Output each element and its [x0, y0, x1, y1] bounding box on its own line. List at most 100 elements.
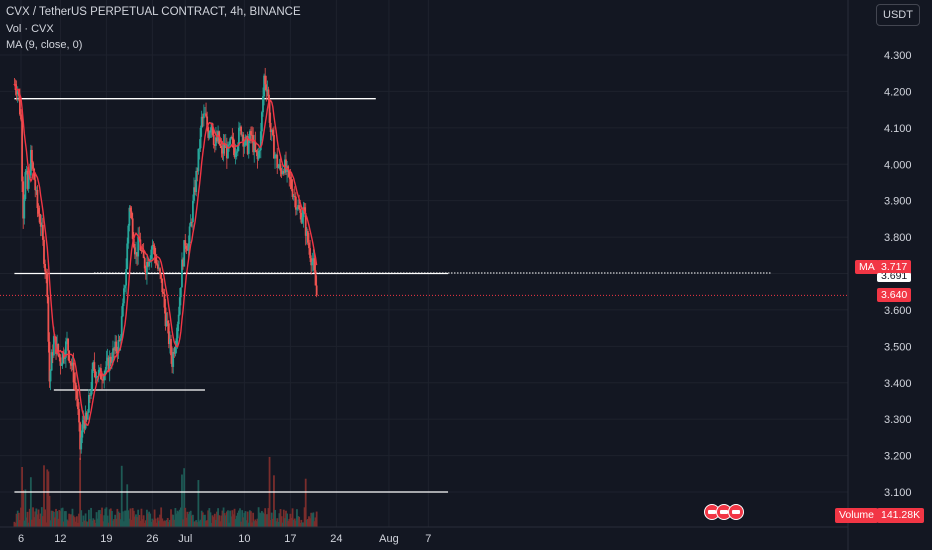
volume-bar [204, 514, 206, 527]
volume-bar [124, 510, 126, 527]
volume-value-tag: 141.28K [877, 508, 925, 523]
volume-bar [311, 513, 314, 527]
candle-body [208, 132, 211, 138]
candle-body [124, 285, 126, 289]
time-tick-label: 17 [284, 533, 296, 545]
volume-bar [83, 520, 86, 527]
volume-bar [123, 521, 125, 527]
candle-body [259, 131, 262, 151]
volume-bar [15, 513, 18, 527]
volume-bar [262, 512, 264, 527]
volume-bar [135, 514, 137, 527]
candle-body [21, 119, 23, 182]
volume-bar [229, 510, 232, 527]
candle-body [275, 154, 278, 156]
volume-bar [171, 514, 174, 527]
candle-body [152, 245, 155, 247]
candle-body [150, 249, 153, 259]
horizontal-levels[interactable] [0, 98, 848, 493]
volume-bar [133, 516, 136, 527]
candle-body [162, 292, 165, 294]
volume-bar [261, 511, 263, 527]
volume-bar [290, 517, 293, 527]
currency-button[interactable]: USDT [876, 4, 920, 26]
volume-bar [39, 513, 42, 527]
price-tick-label: 3.600 [884, 305, 912, 317]
time-tick-label: 26 [146, 533, 158, 545]
candle-body [291, 188, 294, 198]
volume-bar [254, 519, 257, 527]
ma-indicator-label[interactable]: MA (9, close, 0) [6, 39, 83, 51]
volume-bar [210, 522, 213, 527]
candle-body [196, 170, 199, 172]
candle-body [299, 208, 302, 213]
candle-body [170, 338, 172, 356]
volume-bar [283, 518, 286, 527]
volume-indicator-label[interactable]: Vol · CVX [6, 23, 54, 35]
candle-body [68, 350, 71, 362]
volume-bar [230, 516, 233, 527]
candle-body [127, 225, 130, 244]
volume-bar [211, 515, 214, 527]
candle-body [206, 116, 209, 128]
volume-bar [156, 517, 159, 527]
candle-body [257, 150, 260, 160]
candle-body [50, 352, 53, 371]
volume-bar [278, 513, 281, 527]
candle-body [233, 147, 236, 158]
event-flag-icon[interactable] [728, 504, 744, 520]
candle-body [117, 340, 120, 354]
candle-body [61, 352, 64, 365]
volume-bar [286, 513, 288, 527]
volume-bar [232, 514, 235, 527]
candle-body [103, 373, 106, 381]
volume-bar [49, 520, 52, 527]
candle-body [204, 113, 206, 115]
volume-bar [276, 518, 279, 527]
volume-bar [289, 513, 292, 527]
candle-body [44, 263, 46, 272]
candle-body [236, 145, 239, 152]
volume-bar [166, 517, 169, 527]
volume-bar [107, 522, 110, 527]
volume-bar [23, 520, 26, 527]
volume-bar [195, 520, 198, 527]
volume-bar [129, 508, 132, 527]
candle-body [234, 152, 237, 158]
candle-body [131, 218, 134, 239]
volume-bar [127, 510, 130, 527]
candle-body [216, 137, 218, 142]
candle-body [185, 245, 188, 249]
volume-bar [304, 478, 307, 527]
volume-bar [167, 522, 170, 527]
candle-body [42, 224, 44, 240]
volume-bar [246, 511, 249, 527]
volume-bar [164, 521, 167, 527]
volume-bar [287, 520, 290, 527]
volume-bar [188, 511, 191, 527]
price-tick-label: 4.000 [884, 159, 912, 171]
volume-bar [37, 509, 40, 527]
candle-body [269, 122, 272, 133]
candle-body [84, 412, 87, 429]
volume-bar [34, 511, 37, 527]
candle-body [149, 258, 152, 262]
volume-bars [13, 456, 318, 527]
volume-bar [72, 515, 75, 527]
volume-bar [163, 520, 166, 527]
candle-body [252, 135, 255, 153]
candle-body [78, 409, 80, 423]
price-tick-label: 3.100 [884, 487, 912, 499]
candle-body [253, 141, 256, 153]
candle-body [96, 376, 99, 377]
volume-bar [238, 510, 240, 527]
time-axis[interactable]: 6 12 19 26 Jul 10 17 24 Aug 7 [0, 526, 848, 545]
volume-bar [102, 521, 105, 527]
volume-bar [292, 519, 295, 527]
candle-body [110, 362, 113, 364]
candle-body [271, 129, 274, 135]
candle-body [77, 398, 79, 410]
candle-body [70, 362, 73, 366]
volume-bar [197, 480, 200, 527]
